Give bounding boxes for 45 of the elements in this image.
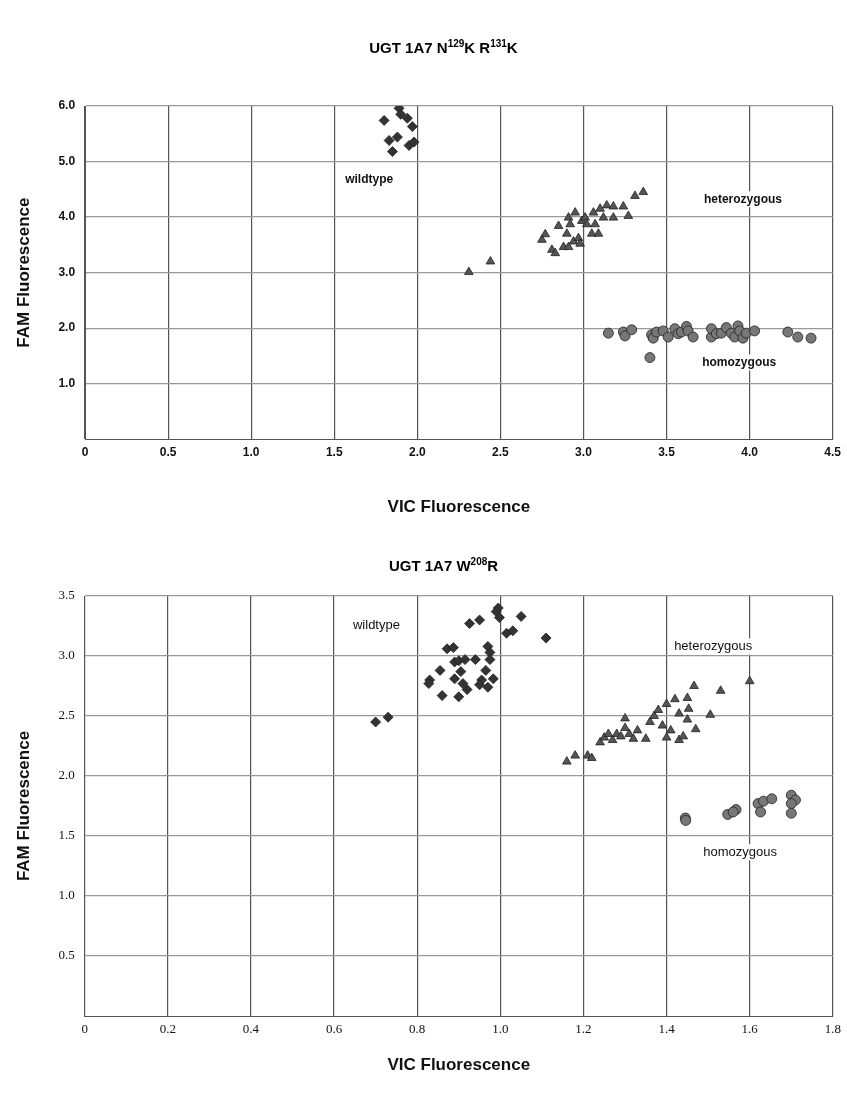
x-tick-label: 0 xyxy=(81,1021,88,1037)
annotation: wildtype xyxy=(351,616,400,632)
x-tick-label: 1.4 xyxy=(658,1021,676,1037)
y-tick-label: 3.0 xyxy=(58,264,76,279)
y-tick-label: 1.0 xyxy=(58,375,76,390)
x-tick-label: 2.5 xyxy=(492,444,510,459)
x-tick-label: 1.8 xyxy=(824,1021,841,1037)
x-tick-label: 1.6 xyxy=(741,1021,759,1037)
y-tick-label: 1.0 xyxy=(58,887,75,903)
annotation: heterozygous xyxy=(703,191,783,206)
chart-title: UGT 1A7 N$^{129}$K R$^{131}$K xyxy=(368,38,519,56)
y-tick-label: 3.5 xyxy=(58,587,75,603)
y-tick-label: 3.0 xyxy=(58,647,75,663)
y-axis-title: FAM Fluorescence xyxy=(13,730,33,882)
chart-title: UGT 1A7 W$^{208}$R xyxy=(387,556,500,574)
y-tick-label: 2.0 xyxy=(58,767,75,783)
x-tick-label: 0.6 xyxy=(325,1021,343,1037)
y-tick-label: 6.0 xyxy=(58,98,76,113)
x-tick-label: 1.0 xyxy=(492,1021,509,1037)
annotation: homozygous xyxy=(702,354,777,369)
x-tick-label: 2.0 xyxy=(408,444,426,459)
x-tick-label: 0.5 xyxy=(159,444,177,459)
annotation: homozygous xyxy=(703,843,778,859)
x-axis-title: VIC Fluorescence xyxy=(387,1055,531,1075)
x-tick-label: 0.4 xyxy=(242,1021,260,1037)
y-tick-label: 2.0 xyxy=(58,320,76,335)
x-tick-label: 0 xyxy=(81,444,89,459)
annotation: wildtype xyxy=(344,171,394,186)
x-tick-label: 4.0 xyxy=(741,444,759,459)
x-tick-label: 1.0 xyxy=(242,444,260,459)
y-tick-label: 0.5 xyxy=(58,947,75,963)
x-tick-label: 3.0 xyxy=(575,444,593,459)
x-tick-label: 4.5 xyxy=(824,444,842,459)
annotation: heterozygous xyxy=(674,637,753,653)
x-tick-label: 1.2 xyxy=(575,1021,592,1037)
x-axis-title: VIC Fluorescence xyxy=(387,497,531,517)
y-axis-title: FAM Fluorescence xyxy=(13,197,33,348)
y-tick-label: 5.0 xyxy=(58,153,76,168)
x-tick-label: 3.5 xyxy=(658,444,676,459)
y-tick-label: 4.0 xyxy=(58,209,76,224)
y-tick-label: 1.5 xyxy=(58,827,75,843)
x-tick-label: 1.5 xyxy=(325,444,343,459)
x-tick-label: 0.8 xyxy=(409,1021,426,1037)
y-tick-label: 2.5 xyxy=(58,707,75,723)
x-tick-label: 0.2 xyxy=(159,1021,176,1037)
